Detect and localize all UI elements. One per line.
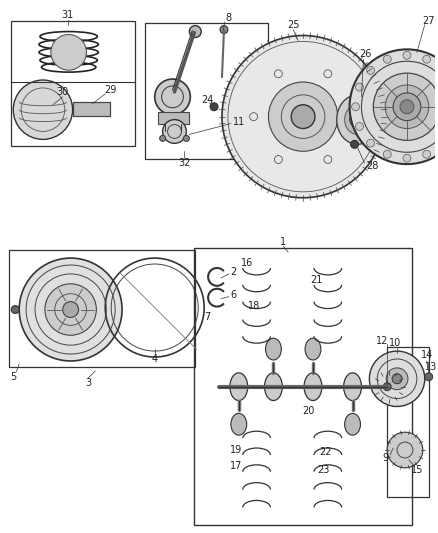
Text: 9: 9 [382, 453, 388, 463]
Bar [73, 102, 110, 116]
Text: 4: 4 [152, 354, 158, 364]
Bar [387, 347, 429, 497]
Circle shape [222, 36, 384, 198]
Circle shape [383, 55, 391, 63]
Text: 24: 24 [201, 95, 213, 105]
Circle shape [423, 55, 431, 63]
Text: 19: 19 [230, 445, 242, 455]
Circle shape [373, 73, 438, 140]
Text: 5: 5 [10, 372, 16, 382]
Circle shape [425, 373, 433, 381]
Circle shape [350, 140, 358, 148]
Circle shape [45, 284, 96, 335]
Circle shape [13, 80, 73, 140]
Text: 15: 15 [411, 465, 423, 475]
Circle shape [392, 374, 402, 384]
Circle shape [291, 105, 315, 128]
Text: 30: 30 [57, 87, 69, 97]
Circle shape [387, 432, 423, 468]
Circle shape [385, 85, 429, 128]
Ellipse shape [304, 373, 322, 400]
Ellipse shape [230, 373, 248, 400]
Circle shape [63, 302, 78, 318]
Ellipse shape [345, 105, 371, 134]
Text: 32: 32 [178, 158, 191, 168]
Ellipse shape [305, 338, 321, 360]
Circle shape [383, 383, 391, 391]
Text: 23: 23 [318, 465, 330, 475]
Text: 2: 2 [231, 267, 237, 277]
Bar [9, 250, 195, 367]
Circle shape [352, 103, 360, 111]
Text: 16: 16 [240, 258, 253, 268]
Circle shape [403, 154, 411, 162]
Text: 27: 27 [423, 15, 435, 26]
Circle shape [210, 103, 218, 111]
Ellipse shape [345, 414, 360, 435]
Text: 31: 31 [62, 10, 74, 20]
Circle shape [367, 139, 374, 147]
Circle shape [11, 305, 19, 313]
Bar [73, 102, 110, 116]
Circle shape [160, 135, 166, 141]
Bar [194, 248, 412, 525]
Text: 18: 18 [247, 301, 260, 311]
Text: 11: 11 [233, 117, 245, 126]
Text: 10: 10 [389, 338, 401, 348]
Circle shape [189, 26, 201, 37]
Circle shape [374, 372, 404, 401]
Circle shape [19, 258, 122, 361]
Text: 7: 7 [204, 312, 210, 322]
Circle shape [356, 83, 364, 91]
Text: 21: 21 [310, 275, 322, 285]
Ellipse shape [231, 414, 247, 435]
Text: 29: 29 [104, 85, 117, 95]
Text: 1: 1 [280, 237, 286, 247]
Circle shape [369, 351, 425, 407]
Circle shape [403, 51, 411, 59]
Text: 20: 20 [302, 407, 314, 416]
Text: 3: 3 [85, 378, 92, 387]
Circle shape [184, 135, 189, 141]
Ellipse shape [337, 95, 378, 144]
Circle shape [400, 100, 414, 114]
Bar [158, 112, 189, 124]
Text: 14: 14 [420, 350, 433, 360]
Text: 17: 17 [230, 461, 242, 471]
Circle shape [356, 123, 364, 131]
Circle shape [51, 35, 86, 70]
Circle shape [162, 119, 187, 143]
Circle shape [383, 150, 391, 158]
Text: 26: 26 [359, 50, 371, 59]
Bar [11, 21, 135, 147]
Circle shape [155, 79, 191, 115]
Circle shape [350, 50, 438, 164]
Bar [145, 23, 268, 159]
Text: 12: 12 [376, 336, 389, 346]
Circle shape [268, 82, 338, 151]
Text: 13: 13 [424, 362, 437, 372]
Ellipse shape [265, 338, 281, 360]
Circle shape [423, 150, 431, 158]
Circle shape [386, 368, 408, 390]
Ellipse shape [265, 373, 283, 400]
Text: 22: 22 [320, 447, 332, 457]
Circle shape [367, 67, 374, 74]
Text: 28: 28 [366, 161, 378, 171]
Text: 8: 8 [226, 13, 232, 23]
Ellipse shape [344, 373, 361, 400]
Text: 25: 25 [287, 20, 300, 30]
Circle shape [393, 93, 421, 120]
Circle shape [220, 26, 228, 34]
Text: 6: 6 [231, 290, 237, 300]
